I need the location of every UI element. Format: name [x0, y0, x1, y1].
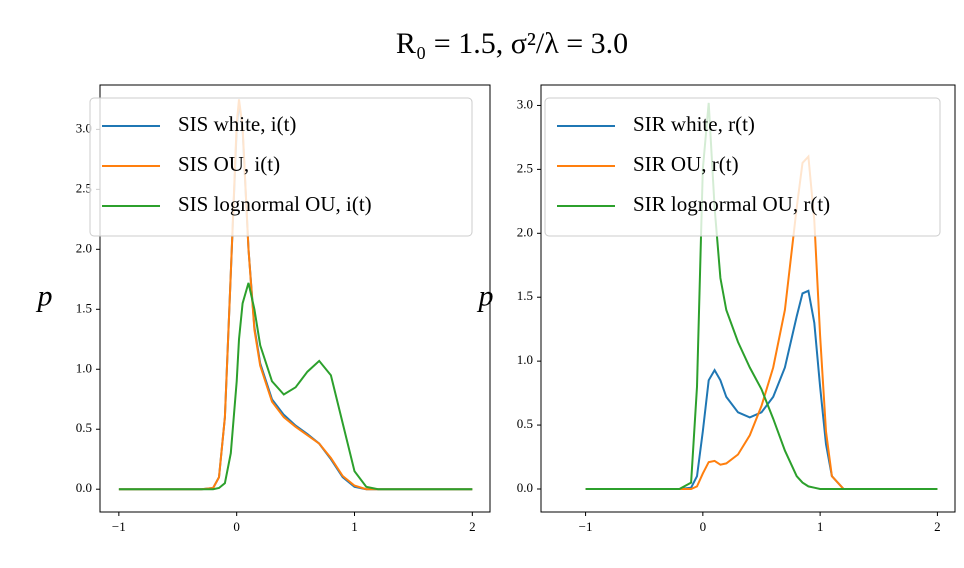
series-line — [118, 99, 473, 491]
legend-label: SIR white, r(t) — [633, 112, 755, 136]
y-tick-label: 2.0 — [517, 224, 533, 239]
x-tick-label: 0 — [233, 519, 240, 534]
y-axis-label: p — [477, 279, 494, 312]
legend-box — [544, 97, 941, 237]
series-line — [118, 282, 473, 491]
x-tick-label: −1 — [112, 519, 126, 534]
y-tick-label: 1.0 — [76, 360, 92, 375]
y-tick-label: 2.0 — [76, 240, 92, 255]
x-tick-label: 2 — [934, 519, 941, 534]
x-tick-label: 1 — [817, 519, 824, 534]
y-tick-label: 1.5 — [517, 288, 533, 303]
legend-label: SIR OU, r(t) — [633, 152, 739, 176]
y-tick-label: 0.5 — [76, 420, 92, 435]
y-tick-label: 1.0 — [517, 352, 533, 367]
axes-frame — [99, 84, 491, 513]
x-tick-label: 0 — [700, 519, 707, 534]
figure-title: R₀ = 1.5, σ²/λ = 3.0 — [396, 27, 628, 60]
legend-label: SIR lognormal OU, r(t) — [633, 192, 830, 216]
series-line — [585, 289, 938, 490]
axes-frame — [540, 84, 956, 513]
x-tick-label: 1 — [351, 519, 358, 534]
y-tick-label: 2.5 — [517, 160, 533, 175]
x-tick-label: −1 — [579, 519, 593, 534]
x-tick-label: 2 — [469, 519, 476, 534]
series-line — [585, 154, 938, 490]
series-line — [585, 102, 938, 490]
legend-label: SIS lognormal OU, i(t) — [178, 192, 372, 216]
y-tick-label: 0.5 — [517, 416, 533, 431]
y-tick-label: 1.5 — [76, 300, 92, 315]
y-tick-label: 3.0 — [517, 96, 533, 111]
y-tick-label: 0.0 — [76, 480, 92, 495]
y-tick-label: 2.5 — [76, 180, 92, 195]
y-tick-label: 0.0 — [517, 480, 533, 495]
y-tick-label: 3.0 — [76, 120, 92, 135]
legend-label: SIS white, i(t) — [178, 112, 296, 136]
legend-box — [89, 97, 473, 237]
legend-label: SIS OU, i(t) — [178, 152, 280, 176]
y-axis-label: p — [36, 279, 53, 312]
